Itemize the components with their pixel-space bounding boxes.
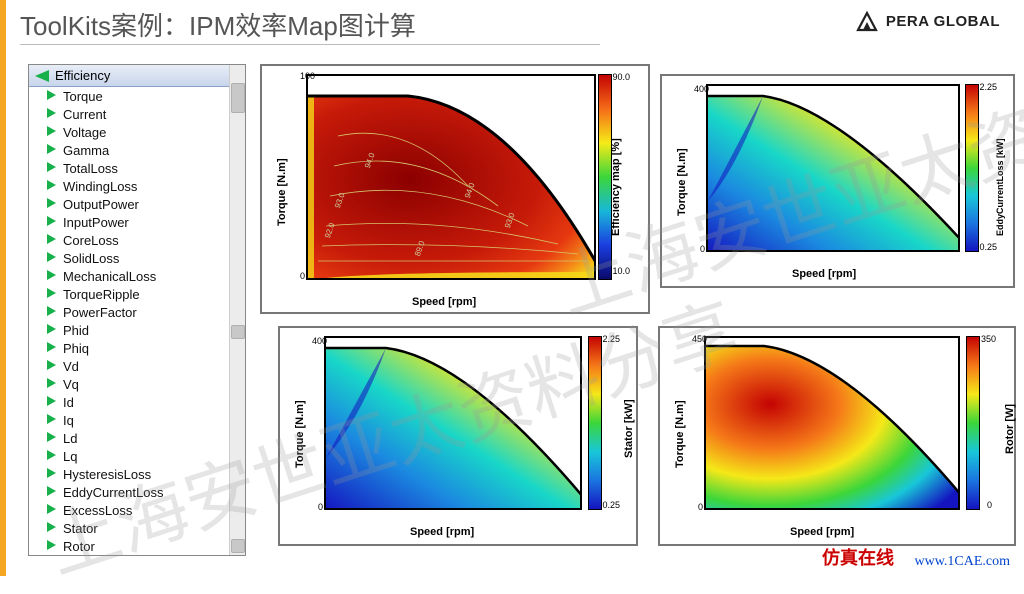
- eff-ylabel: Torque [N.m]: [276, 158, 288, 226]
- tree-item[interactable]: TorqueRipple: [29, 285, 245, 303]
- tree-item[interactable]: WindingLoss: [29, 177, 245, 195]
- stator-ylabel: Torque [N.m]: [294, 400, 306, 468]
- scroll-down-btn[interactable]: [231, 539, 245, 553]
- stator-colorbar: [588, 336, 602, 510]
- scroll-up-btn[interactable]: [231, 83, 245, 113]
- accent-bar: [0, 0, 6, 576]
- tree-item[interactable]: Torque: [29, 87, 245, 105]
- tree-item[interactable]: MechanicalLoss: [29, 267, 245, 285]
- tree-header-icon: [35, 70, 49, 82]
- tree-item[interactable]: Phiq: [29, 339, 245, 357]
- rotor-colorbar: [966, 336, 980, 510]
- chart-stator: Torque [N.m] Speed [rpm] Stator [kW] 400…: [278, 326, 638, 546]
- stator-cbarlabel: Stator [kW]: [623, 399, 635, 458]
- eddy-xlabel: Speed [rpm]: [792, 268, 856, 280]
- tree-item[interactable]: Iq: [29, 411, 245, 429]
- tree-item[interactable]: Vd: [29, 357, 245, 375]
- eddy-colorbar: [965, 84, 979, 252]
- brand-logo: PERA GLOBAL: [854, 10, 1000, 32]
- tree-scrollbar[interactable]: [229, 65, 245, 555]
- eddy-cbarlabel: EddyCurrentLoss [kW]: [995, 138, 1005, 236]
- page-title: ToolKits案例：IPM效率Map图计算: [20, 6, 416, 43]
- tree-item[interactable]: TotalLoss: [29, 159, 245, 177]
- tree-item[interactable]: EddyCurrentLoss: [29, 483, 245, 501]
- tree-item[interactable]: Voltage: [29, 123, 245, 141]
- tree-body: TorqueCurrentVoltageGammaTotalLossWindin…: [29, 87, 245, 555]
- tree-item[interactable]: Vq: [29, 375, 245, 393]
- tree-item[interactable]: InputPower: [29, 213, 245, 231]
- tree-item[interactable]: Current: [29, 105, 245, 123]
- tree-item[interactable]: Gamma: [29, 141, 245, 159]
- rotor-ylabel: Torque [N.m]: [674, 400, 686, 468]
- tree-header[interactable]: Efficiency: [29, 65, 245, 87]
- tree-item[interactable]: Ld: [29, 429, 245, 447]
- tree-item[interactable]: OutputPower: [29, 195, 245, 213]
- eff-cbarlabel: Efficiency map [%]: [610, 138, 622, 236]
- tree-item[interactable]: HysteresisLoss: [29, 465, 245, 483]
- tree-item[interactable]: Id: [29, 393, 245, 411]
- footer-brand: 仿真在线: [822, 544, 894, 570]
- logo-icon: [854, 10, 880, 32]
- tree-item[interactable]: SolidLoss: [29, 249, 245, 267]
- chart-efficiency: Torque [N.m] Speed [rpm] Efficiency map …: [260, 64, 650, 314]
- variable-tree: Efficiency TorqueCurrentVoltageGammaTota…: [28, 64, 246, 556]
- tree-header-label: Efficiency: [55, 68, 110, 83]
- tree-item[interactable]: Phid: [29, 321, 245, 339]
- footer-url: www.1CAE.com: [914, 554, 1010, 570]
- title-underline: [20, 44, 600, 45]
- scroll-thumb[interactable]: [231, 325, 245, 339]
- rotor-xlabel: Speed [rpm]: [790, 526, 854, 538]
- brand-text: PERA GLOBAL: [886, 13, 1000, 30]
- tree-item[interactable]: Lq: [29, 447, 245, 465]
- rotor-cbarlabel: Rotor [W]: [1004, 404, 1016, 454]
- stator-xlabel: Speed [rpm]: [410, 526, 474, 538]
- eff-xlabel: Speed [rpm]: [412, 296, 476, 308]
- tree-item[interactable]: Rotor: [29, 537, 245, 555]
- tree-item[interactable]: CoreLoss: [29, 231, 245, 249]
- tree-item[interactable]: Stator: [29, 519, 245, 537]
- eddy-ylabel: Torque [N.m]: [676, 148, 688, 216]
- tree-item[interactable]: ExcessLoss: [29, 501, 245, 519]
- chart-rotor: Torque [N.m] Speed [rpm] Rotor [W] 450 0…: [658, 326, 1016, 546]
- tree-item[interactable]: PowerFactor: [29, 303, 245, 321]
- chart-eddy: Torque [N.m] Speed [rpm] EddyCurrentLoss…: [660, 74, 1015, 288]
